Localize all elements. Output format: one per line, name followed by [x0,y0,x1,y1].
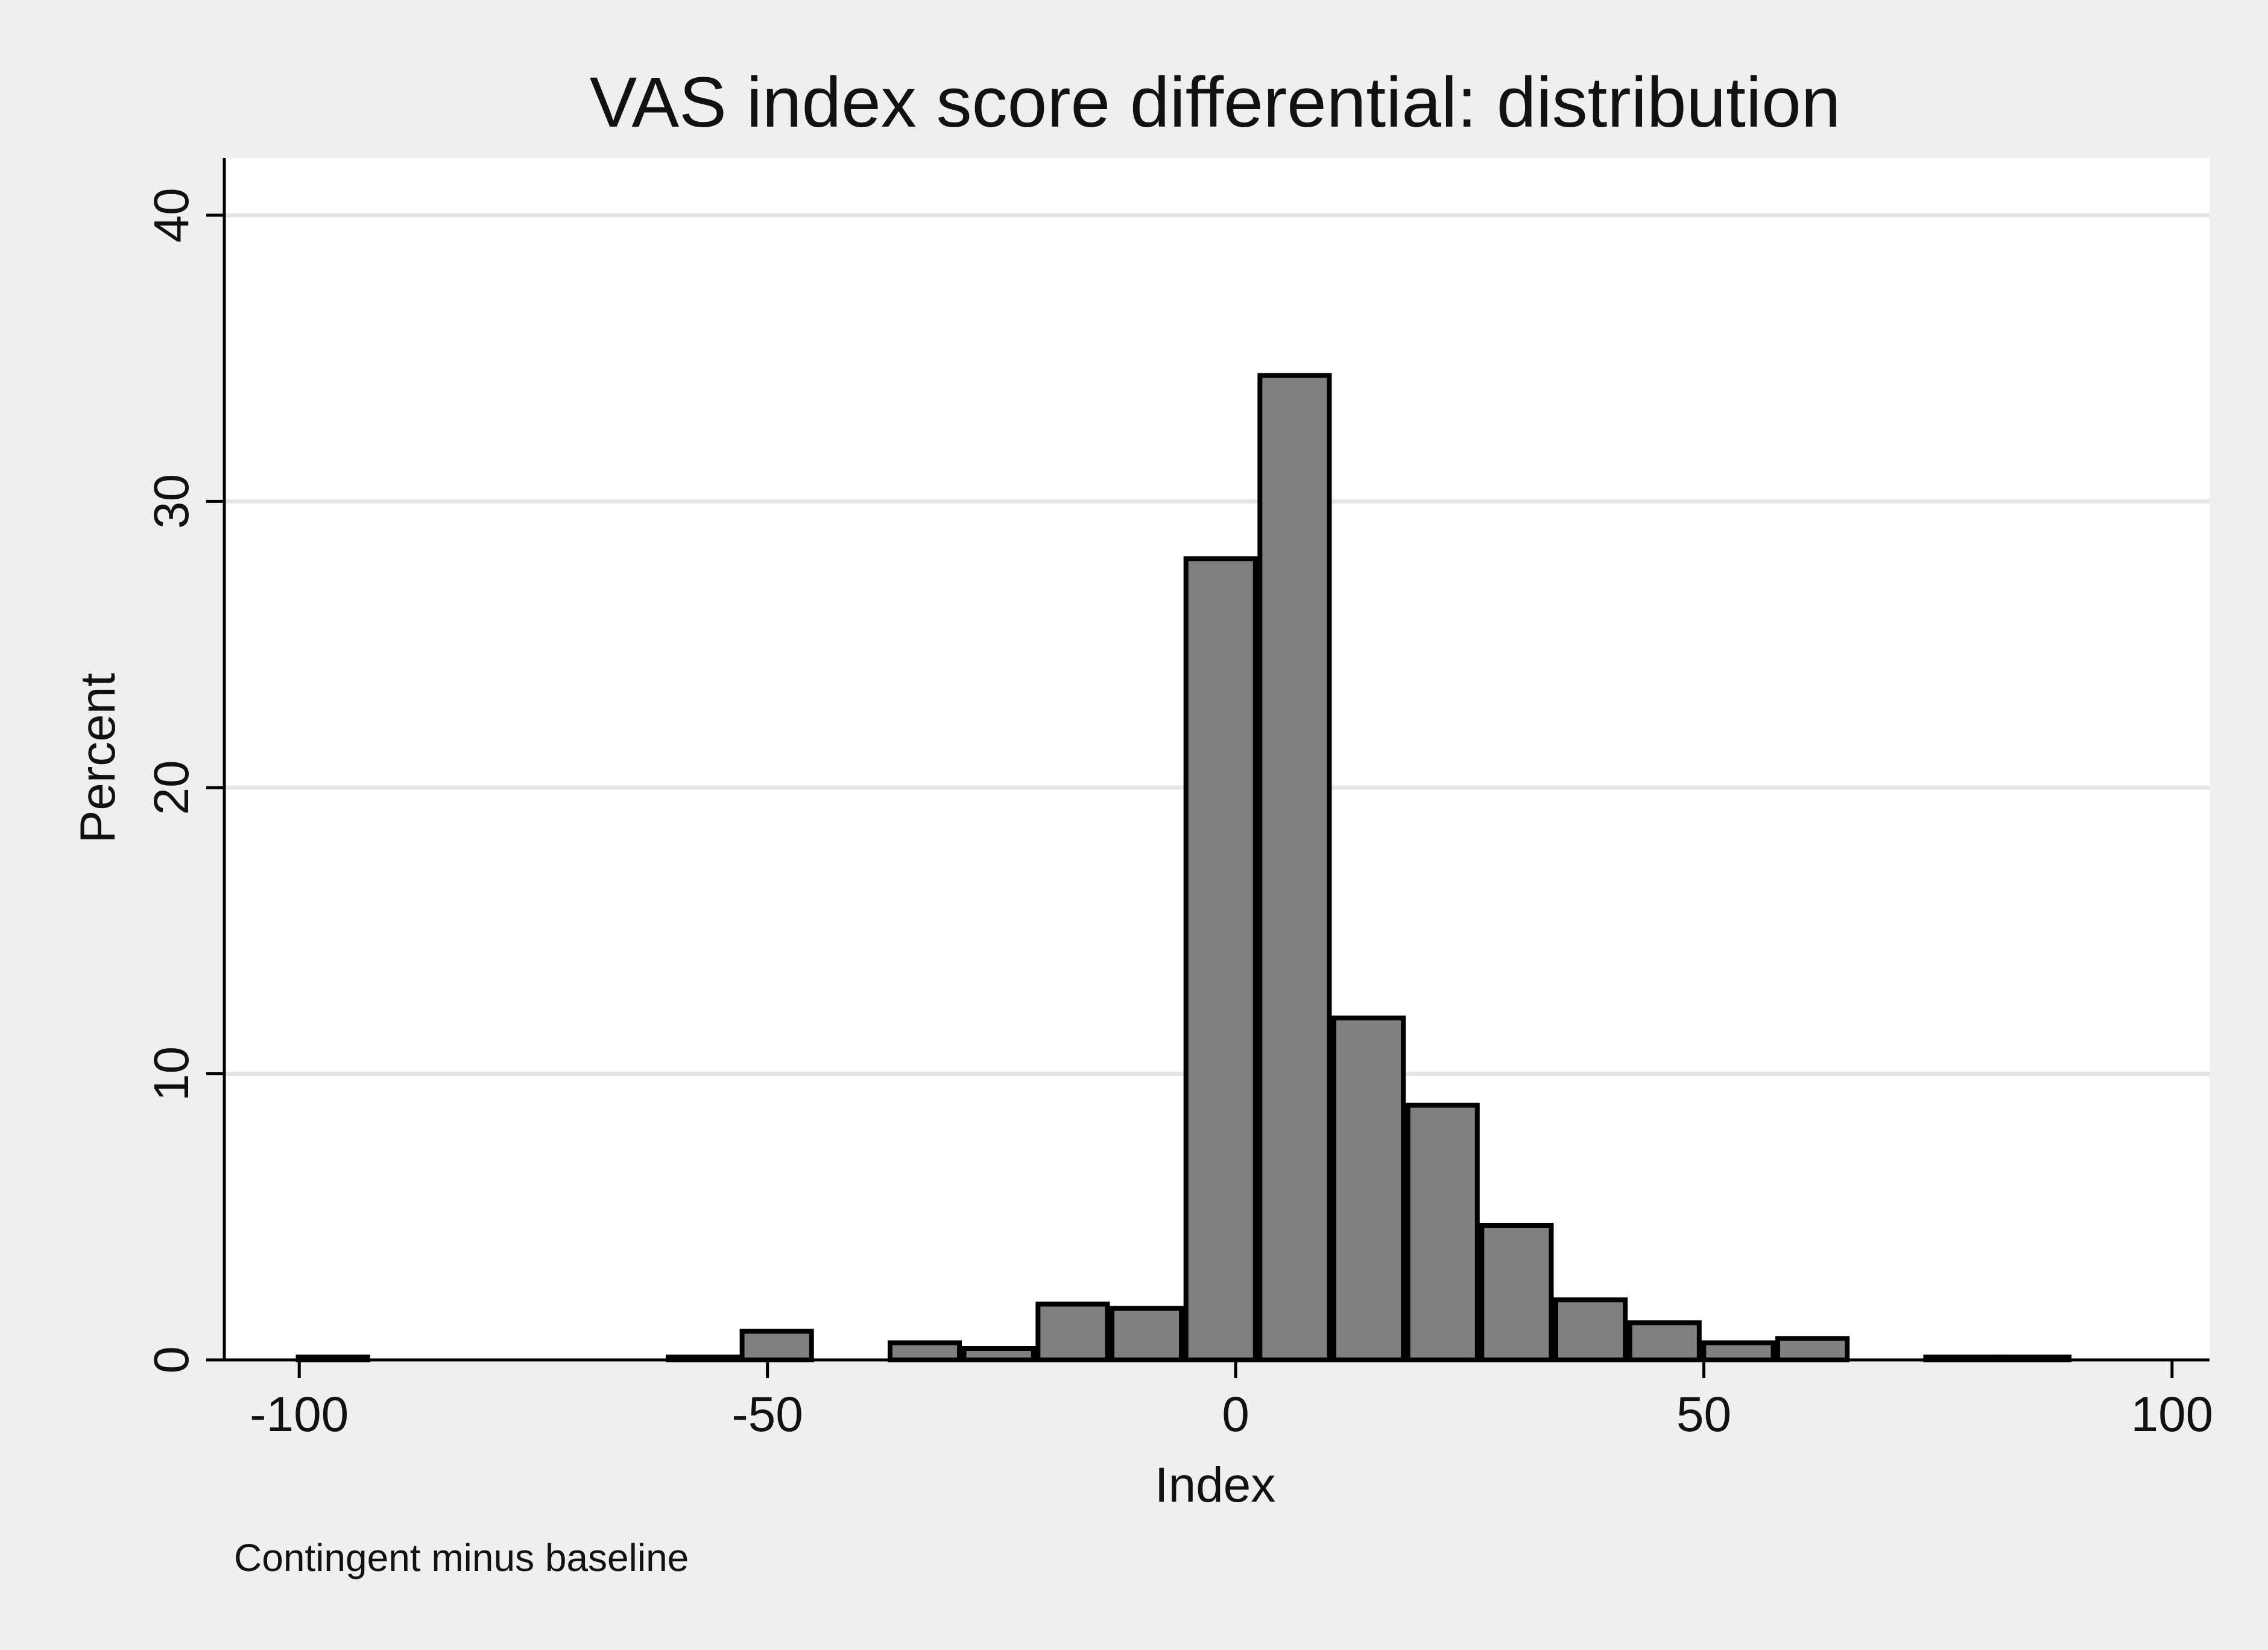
x-tick-label: -100 [250,1387,349,1442]
x-tick-label: 0 [1222,1387,1249,1442]
histogram-bar [961,1346,1036,1362]
histogram-bar [1701,1340,1776,1362]
histogram-bar [1331,1015,1406,1363]
axes: 0 10 20 30 40 -100 -50 0 50 100 [144,158,2213,1442]
histogram-bar [1553,1297,1628,1363]
y-tick-label: 20 [144,760,199,815]
histogram-bar [1627,1320,1702,1363]
histogram-bar [1109,1306,1184,1362]
x-tick-label: -50 [731,1387,803,1442]
histogram-bar [1035,1301,1110,1362]
y-tick-label: 10 [144,1046,199,1101]
histogram-bars [295,373,2072,1363]
y-tick-label: 0 [144,1346,199,1374]
y-tick-label: 40 [144,188,199,242]
chart-note: Contingent minus baseline [234,1536,689,1579]
chart-title: VAS index score differential: distributi… [590,63,1841,142]
histogram-bar [1257,373,1332,1363]
y-axis-label: Percent [71,672,125,843]
histogram-bar [1775,1336,1850,1362]
x-tick-label: 100 [2131,1387,2213,1442]
histogram-bar [887,1340,962,1362]
histogram-bar [1405,1102,1480,1363]
histogram-bar [1183,556,1258,1362]
x-axis-label: Index [1155,1458,1276,1512]
y-tick-label: 30 [144,474,199,529]
histogram-bar [1479,1222,1554,1362]
x-tick-label: 50 [1676,1387,1731,1442]
histogram-bar [739,1329,814,1362]
